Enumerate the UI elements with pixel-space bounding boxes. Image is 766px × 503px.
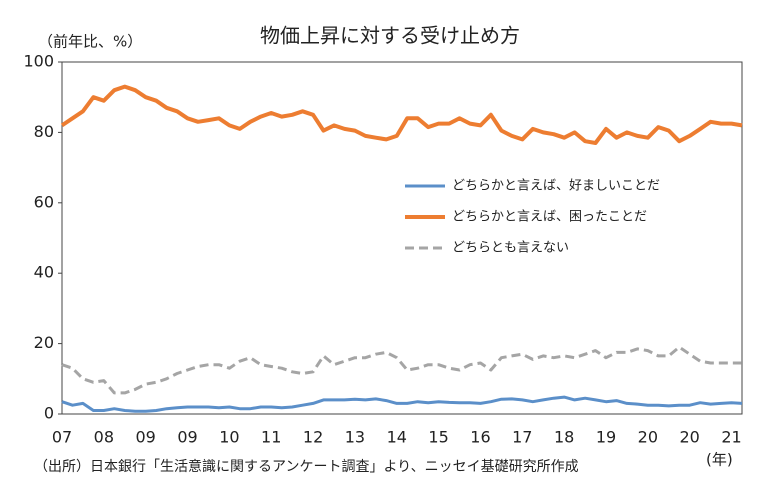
y-tick-label: 40 xyxy=(34,263,54,282)
x-tick-label: 09 xyxy=(177,428,197,447)
y-tick-label: 100 xyxy=(23,52,54,71)
x-tick-label: 17 xyxy=(512,428,532,447)
source-note: （出所）日本銀行「生活意識に関するアンケート調査」より、ニッセイ基礎研究所作成 xyxy=(34,458,579,475)
series-line xyxy=(61,345,742,395)
y-tick-label: 0 xyxy=(44,404,54,423)
y-tick-label: 80 xyxy=(34,122,54,141)
x-tick-label: 08 xyxy=(94,428,114,447)
x-tick-label: 20 xyxy=(638,428,658,447)
legend-label: どちらとも言えない xyxy=(452,241,569,256)
x-tick-label: 21 xyxy=(721,428,741,447)
plot-frame xyxy=(61,61,743,415)
series-line xyxy=(61,395,743,413)
y-tick-label: 20 xyxy=(34,333,54,352)
x-tick-label: 09 xyxy=(136,428,156,447)
x-tick-label: 14 xyxy=(387,428,407,447)
x-tick-label: 20 xyxy=(680,428,700,447)
x-tick-label: 16 xyxy=(470,428,490,447)
x-tick-label: 19 xyxy=(596,428,616,447)
y-axis-label: （前年比、%） xyxy=(38,33,142,51)
legend-label: どちらかと言えば、困ったことだ xyxy=(452,210,647,225)
x-tick-label: 15 xyxy=(428,428,448,447)
x-axis-unit: (年) xyxy=(706,451,733,469)
x-tick-label: 18 xyxy=(554,428,574,447)
series-line xyxy=(60,84,743,145)
x-tick-label: 11 xyxy=(261,428,281,447)
x-tick-label: 12 xyxy=(303,428,323,447)
y-tick-label: 60 xyxy=(34,192,54,211)
x-tick-label: 13 xyxy=(345,428,365,447)
x-tick-label: 10 xyxy=(219,428,239,447)
chart-title: 物価上昇に対する受け止め方 xyxy=(260,24,520,48)
legend-label: どちらかと言えば、好ましいことだ xyxy=(452,179,660,194)
x-tick-label: 07 xyxy=(52,428,72,447)
